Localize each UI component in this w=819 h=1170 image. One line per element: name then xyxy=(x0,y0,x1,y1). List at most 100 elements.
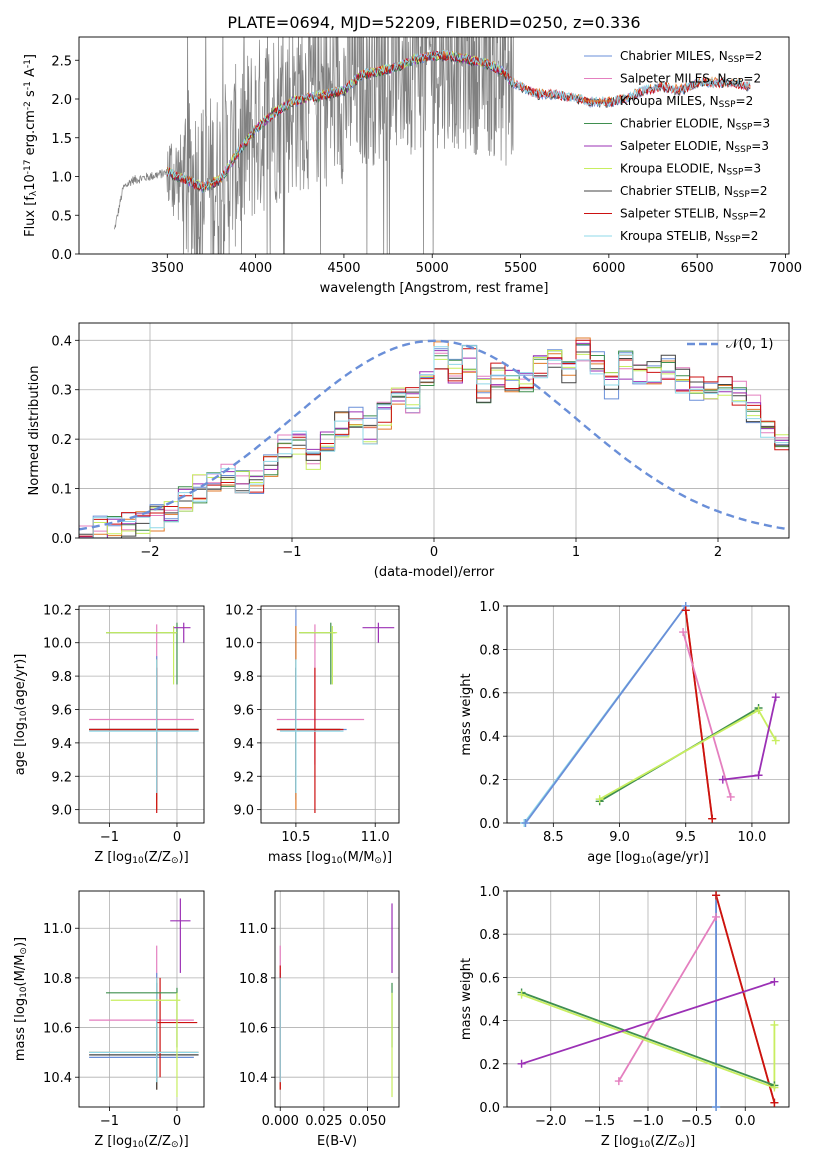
plot-area xyxy=(79,337,789,538)
y-tick-label: 0.2 xyxy=(479,774,500,789)
legend-label: Salpeter MILES, NSSP=2 xyxy=(620,72,761,88)
y-tick-label: 2.5 xyxy=(51,54,72,69)
errorbar-point xyxy=(89,667,199,793)
y-tick-label: 9.6 xyxy=(51,703,72,718)
legend-label: Kroupa STELIB, NSSP=2 xyxy=(620,229,758,245)
y-tick-label: 0.4 xyxy=(51,334,72,349)
y-tick-label: 9.0 xyxy=(233,804,254,819)
y-tick-label: 0.5 xyxy=(51,209,72,224)
x-tick-label: 2 xyxy=(714,545,722,560)
plot-area xyxy=(113,37,751,254)
model-spectrum-line xyxy=(166,50,751,191)
x-tick-label: −2.0 xyxy=(535,1114,567,1129)
legend-label: Kroupa ELODIE, NSSP=3 xyxy=(620,162,761,178)
plus-marker xyxy=(712,891,721,900)
x-tick-label: 7000 xyxy=(769,261,802,276)
x-tick-label: −1 xyxy=(100,1114,119,1129)
plus-marker xyxy=(712,1103,721,1111)
plus-marker xyxy=(679,628,688,637)
plot-area xyxy=(89,622,199,813)
y-tick-label: 2.0 xyxy=(51,93,72,108)
residual-histogram-panel: −2 −1 0 1 2 0.0 0.1 0.2 0.3 0.4 (data-model)/error… xyxy=(27,322,790,580)
y-tick-label: 9.4 xyxy=(51,737,72,752)
plus-marker xyxy=(726,792,735,801)
x-tick-label: 5000 xyxy=(416,261,449,276)
x-axis-label: wavelength [Angstrom, rest frame] xyxy=(320,281,549,296)
metallicity-age-panel: −1 0 9.0 9.2 9.4 9.6 9.8 10.0 10.2 Z [log10(Z/Z⊙)… xyxy=(13,603,205,866)
x-axis-label: (data-model)/error xyxy=(374,565,495,580)
errorbar-point xyxy=(110,992,181,1098)
x-tick-label: 10.5 xyxy=(281,830,310,845)
y-tick-label: 0.0 xyxy=(51,248,72,263)
weight-series-line xyxy=(682,631,732,798)
axes-frame xyxy=(260,605,400,824)
errorbar-point xyxy=(280,659,344,793)
errorbar-point xyxy=(106,626,177,685)
y-axis-label: Normed distribution xyxy=(27,366,42,496)
y-tick-label: 0.1 xyxy=(51,483,72,498)
y-tick-label: 9.8 xyxy=(233,670,254,685)
y-tick-label: 10.6 xyxy=(239,1022,268,1037)
x-tick-label: −2 xyxy=(140,545,159,560)
x-tick-label: 1 xyxy=(572,545,580,560)
metallicity-weight-panel: −2.0 −1.5 −1.0 −0.5 0.0 0.0 0.2 0.4 0.6 0.8 1.0 Z [… xyxy=(459,885,790,1150)
x-tick-label: 6000 xyxy=(592,261,625,276)
y-tick-label: 0.8 xyxy=(479,643,500,658)
errorbar-point xyxy=(276,667,344,813)
axes-frame xyxy=(78,605,205,824)
y-axis-label: Flux [fλ10-17 erg.cm-2 s-1 A-1] xyxy=(23,54,39,237)
y-tick-label: 10.2 xyxy=(225,603,254,618)
axes-frame xyxy=(274,890,400,1108)
y-tick-label: 11.0 xyxy=(43,922,72,937)
y-tick-label: 10.0 xyxy=(43,637,72,652)
x-tick-label: 0.050 xyxy=(349,1114,386,1129)
gaussian-reference-line xyxy=(79,339,789,531)
legend-label: Salpeter STELIB, NSSP=2 xyxy=(620,207,766,223)
legend: Chabrier MILES, NSSP=2 Salpeter MILES, NS… xyxy=(584,49,770,245)
observed-spectrum-line xyxy=(113,37,514,254)
x-tick-label: 9.0 xyxy=(609,830,630,845)
plot-area xyxy=(89,898,199,1098)
x-tick-label: 4000 xyxy=(239,261,272,276)
legend-label: Chabrier MILES, NSSP=2 xyxy=(620,49,762,65)
y-tick-label: 10.2 xyxy=(43,603,72,618)
weight-series-line xyxy=(618,916,717,1082)
plot-area xyxy=(276,609,395,813)
x-tick-label: 4500 xyxy=(327,261,360,276)
plus-marker xyxy=(517,1059,526,1068)
errorbar-point xyxy=(280,667,341,793)
histogram-series xyxy=(79,345,789,538)
x-tick-label: 11.0 xyxy=(361,830,390,845)
errorbar-point xyxy=(173,622,191,643)
model-spectrum-line xyxy=(166,49,751,190)
errorbar-point xyxy=(89,624,194,765)
axes-frame xyxy=(506,605,790,824)
plus-marker xyxy=(708,814,717,823)
plus-marker xyxy=(770,977,779,986)
plus-marker xyxy=(517,990,526,999)
x-tick-label: 0 xyxy=(430,545,438,560)
plus-marker xyxy=(614,1077,623,1086)
histogram-series xyxy=(79,350,789,538)
y-tick-label: 0.0 xyxy=(479,817,500,832)
y-tick-label: 9.2 xyxy=(51,770,72,785)
plot-area xyxy=(279,903,393,1098)
gaussian-legend-label: 𝒩(0, 1) xyxy=(726,337,773,352)
x-axis-label: Z [log10(Z/Z⊙)] xyxy=(601,1134,695,1150)
plus-marker xyxy=(770,1020,779,1029)
y-tick-label: 0.4 xyxy=(479,1015,500,1030)
x-tick-label: 9.5 xyxy=(675,830,696,845)
legend-label: Kroupa MILES, NSSP=2 xyxy=(620,94,753,110)
x-tick-label: −1.0 xyxy=(632,1114,664,1129)
axes-frame xyxy=(506,890,790,1108)
y-tick-label: 9.6 xyxy=(233,703,254,718)
weight-series-line xyxy=(722,696,777,781)
x-axis-label: Z [log10(Z/Z⊙)] xyxy=(94,1134,188,1150)
metallicity-mass-panel: −1 0 10.4 10.6 10.8 11.0 Z [log10(Z/Z⊙)] mass [… xyxy=(13,890,205,1150)
errorbar-point xyxy=(89,667,199,813)
y-tick-label: 0.6 xyxy=(479,971,500,986)
weight-series-line xyxy=(521,991,775,1087)
mass-age-panel: 10.5 11.0 9.0 9.2 9.4 9.6 9.8 10.0 10.2 mass [log… xyxy=(225,603,400,866)
x-tick-label: −1 xyxy=(100,830,119,845)
errorbar-point xyxy=(170,898,191,973)
